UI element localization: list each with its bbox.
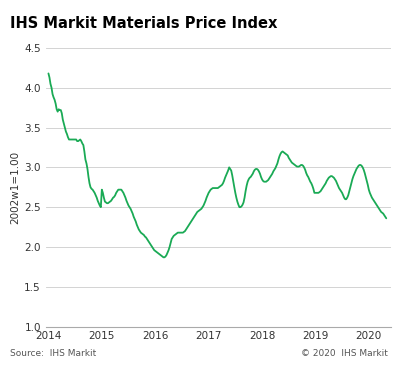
Text: IHS Markit Materials Price Index: IHS Markit Materials Price Index <box>10 16 277 31</box>
Text: © 2020  IHS Markit: © 2020 IHS Markit <box>301 349 388 358</box>
Text: Source:  IHS Markit: Source: IHS Markit <box>10 349 96 358</box>
Y-axis label: 2002w1=1.00: 2002w1=1.00 <box>10 151 20 224</box>
